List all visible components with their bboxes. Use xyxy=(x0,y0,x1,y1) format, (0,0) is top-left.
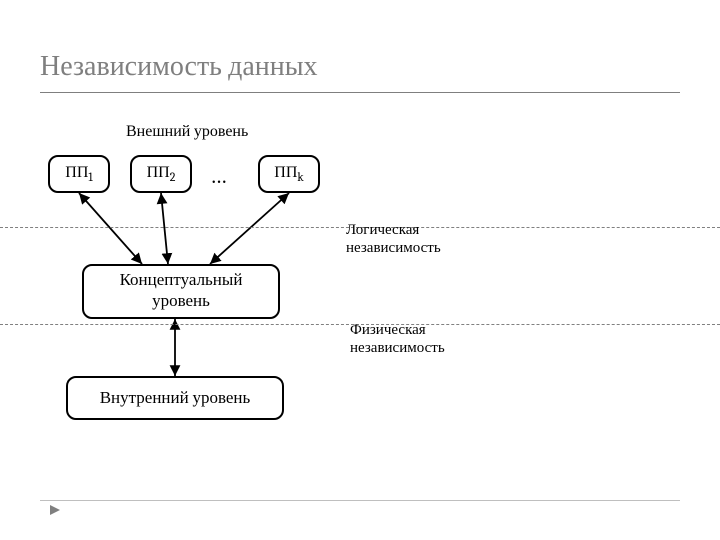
box-conceptual: Концептуальный уровень xyxy=(82,264,280,319)
label-logical-l1: Логическая xyxy=(346,220,441,238)
box-ppk: ППk xyxy=(258,155,320,193)
footer-line xyxy=(40,500,680,501)
box-pp1-text: ПП1 xyxy=(65,163,92,184)
page-title: Независимость данных xyxy=(40,50,318,83)
label-physical-l2: независимость xyxy=(350,338,445,356)
ellipsis: … xyxy=(210,163,227,189)
label-logical-l2: независимость xyxy=(346,238,441,256)
label-logical: Логическая независимость xyxy=(346,220,441,256)
title-underline xyxy=(40,92,680,93)
box-internal: Внутренний уровень xyxy=(66,376,284,420)
box-pp1: ПП1 xyxy=(48,155,110,193)
label-physical-l1: Физическая xyxy=(350,320,445,338)
footer-marker-icon xyxy=(50,505,60,515)
box-ppk-text: ППk xyxy=(274,163,303,184)
label-physical: Физическая независимость xyxy=(350,320,445,356)
external-level-label: Внешний уровень xyxy=(126,122,248,141)
box-pp2: ПП2 xyxy=(130,155,192,193)
box-pp2-text: ПП2 xyxy=(147,163,176,184)
